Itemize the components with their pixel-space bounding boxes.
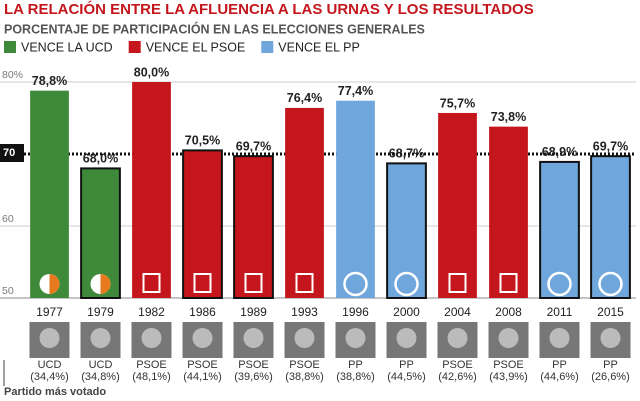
legend-swatch: [128, 41, 141, 53]
value-label: 75,7%: [440, 96, 475, 110]
portrait-face: [447, 328, 468, 348]
x-tick-label: 2011: [547, 305, 573, 319]
party-label: UCD (34,4%): [30, 359, 69, 383]
x-tick-label: 1993: [291, 305, 318, 319]
bar: [386, 162, 427, 299]
x-tick-label: 2000: [393, 305, 420, 319]
bar: [285, 107, 324, 298]
legend-label: VENCE LA UCD: [21, 40, 113, 54]
bar: [30, 90, 69, 298]
party-label: PSOE (44,1%): [183, 359, 222, 383]
chart-subtitle: PORCENTAJE DE PARTICIPACIÓN EN LAS ELECC…: [4, 21, 425, 36]
party-label: PSOE (43,9%): [489, 359, 528, 383]
value-label: 68,0%: [83, 152, 118, 166]
portrait-face: [549, 328, 570, 348]
x-tick-label: 1979: [87, 305, 114, 319]
party-label: PP (44,5%): [387, 359, 426, 383]
value-label: 77,4%: [338, 84, 373, 98]
party-label: PSOE (42,6%): [438, 359, 477, 383]
value-label: 80,0%: [134, 65, 169, 79]
value-label: 69,7%: [593, 139, 628, 153]
x-tick-label: 2008: [495, 305, 522, 319]
portrait-face: [90, 328, 111, 348]
highlight-box: [0, 144, 24, 162]
bar: [233, 155, 274, 299]
portrait-face: [498, 328, 519, 348]
party-label: PP (26,6%): [591, 359, 630, 383]
bar: [590, 155, 631, 299]
portrait-face: [600, 328, 621, 348]
party-logo: [343, 271, 368, 297]
party-logo: [295, 273, 314, 293]
x-tick-label: 1996: [342, 305, 369, 319]
party-label: PP (44,6%): [540, 359, 579, 383]
party-logo: [598, 271, 623, 297]
value-label: 69,7%: [236, 139, 271, 153]
party-logo: [49, 274, 60, 294]
legend-swatch: [4, 41, 16, 53]
legend-label: VENCE EL PP: [278, 40, 360, 54]
legend-swatch: [261, 41, 274, 53]
annotation: Partido más votado: [4, 386, 106, 398]
x-tick-label: 1986: [189, 305, 216, 319]
portrait-face: [396, 328, 417, 348]
y-tick-label: 60: [2, 213, 14, 225]
bar: [336, 100, 375, 298]
portrait-face: [243, 328, 264, 348]
bar: [438, 112, 477, 299]
party-label: UCD (34,8%): [81, 359, 120, 383]
y-tick-label: 70: [3, 147, 15, 159]
value-label: 76,4%: [287, 91, 322, 105]
x-tick-label: 2015: [597, 305, 624, 319]
party-label: PSOE (39,6%): [234, 359, 273, 383]
party-logo: [499, 273, 518, 293]
portrait-face: [39, 328, 60, 348]
y-tick-label: 50: [2, 285, 14, 297]
party-logo: [100, 274, 111, 294]
x-tick-label: 1982: [138, 305, 165, 319]
bar: [132, 82, 171, 298]
party-logo: [142, 273, 161, 293]
x-tick-label: 1977: [36, 305, 63, 319]
value-label: 68,9%: [542, 145, 577, 159]
party-logo: [448, 273, 467, 293]
x-tick-label: 2004: [444, 305, 471, 319]
party-logo: [193, 273, 212, 293]
chart-title: LA RELACIÓN ENTRE LA AFLUENCIA A LAS URN…: [4, 0, 534, 18]
party-logo: [547, 271, 572, 297]
y-tick-label: 80%: [2, 69, 23, 81]
party-label: PP (38,8%): [336, 359, 375, 383]
portrait-face: [294, 328, 315, 348]
bar: [182, 149, 223, 299]
bar: [539, 160, 580, 299]
portrait-face: [345, 328, 366, 348]
portrait-face: [192, 328, 213, 348]
party-logo: [244, 273, 263, 293]
party-logo: [394, 271, 419, 297]
party-label: PSOE (38,8%): [285, 359, 324, 383]
value-label: 70,5%: [185, 134, 220, 148]
bar: [489, 126, 528, 298]
value-label: 78,8%: [32, 74, 67, 88]
legend-label: VENCE EL PSOE: [146, 40, 246, 54]
value-label: 73,8%: [491, 110, 526, 124]
value-label: 68,7%: [389, 147, 424, 161]
party-label: PSOE (48,1%): [132, 359, 171, 383]
x-tick-label: 1989: [240, 305, 267, 319]
portrait-face: [141, 328, 162, 348]
